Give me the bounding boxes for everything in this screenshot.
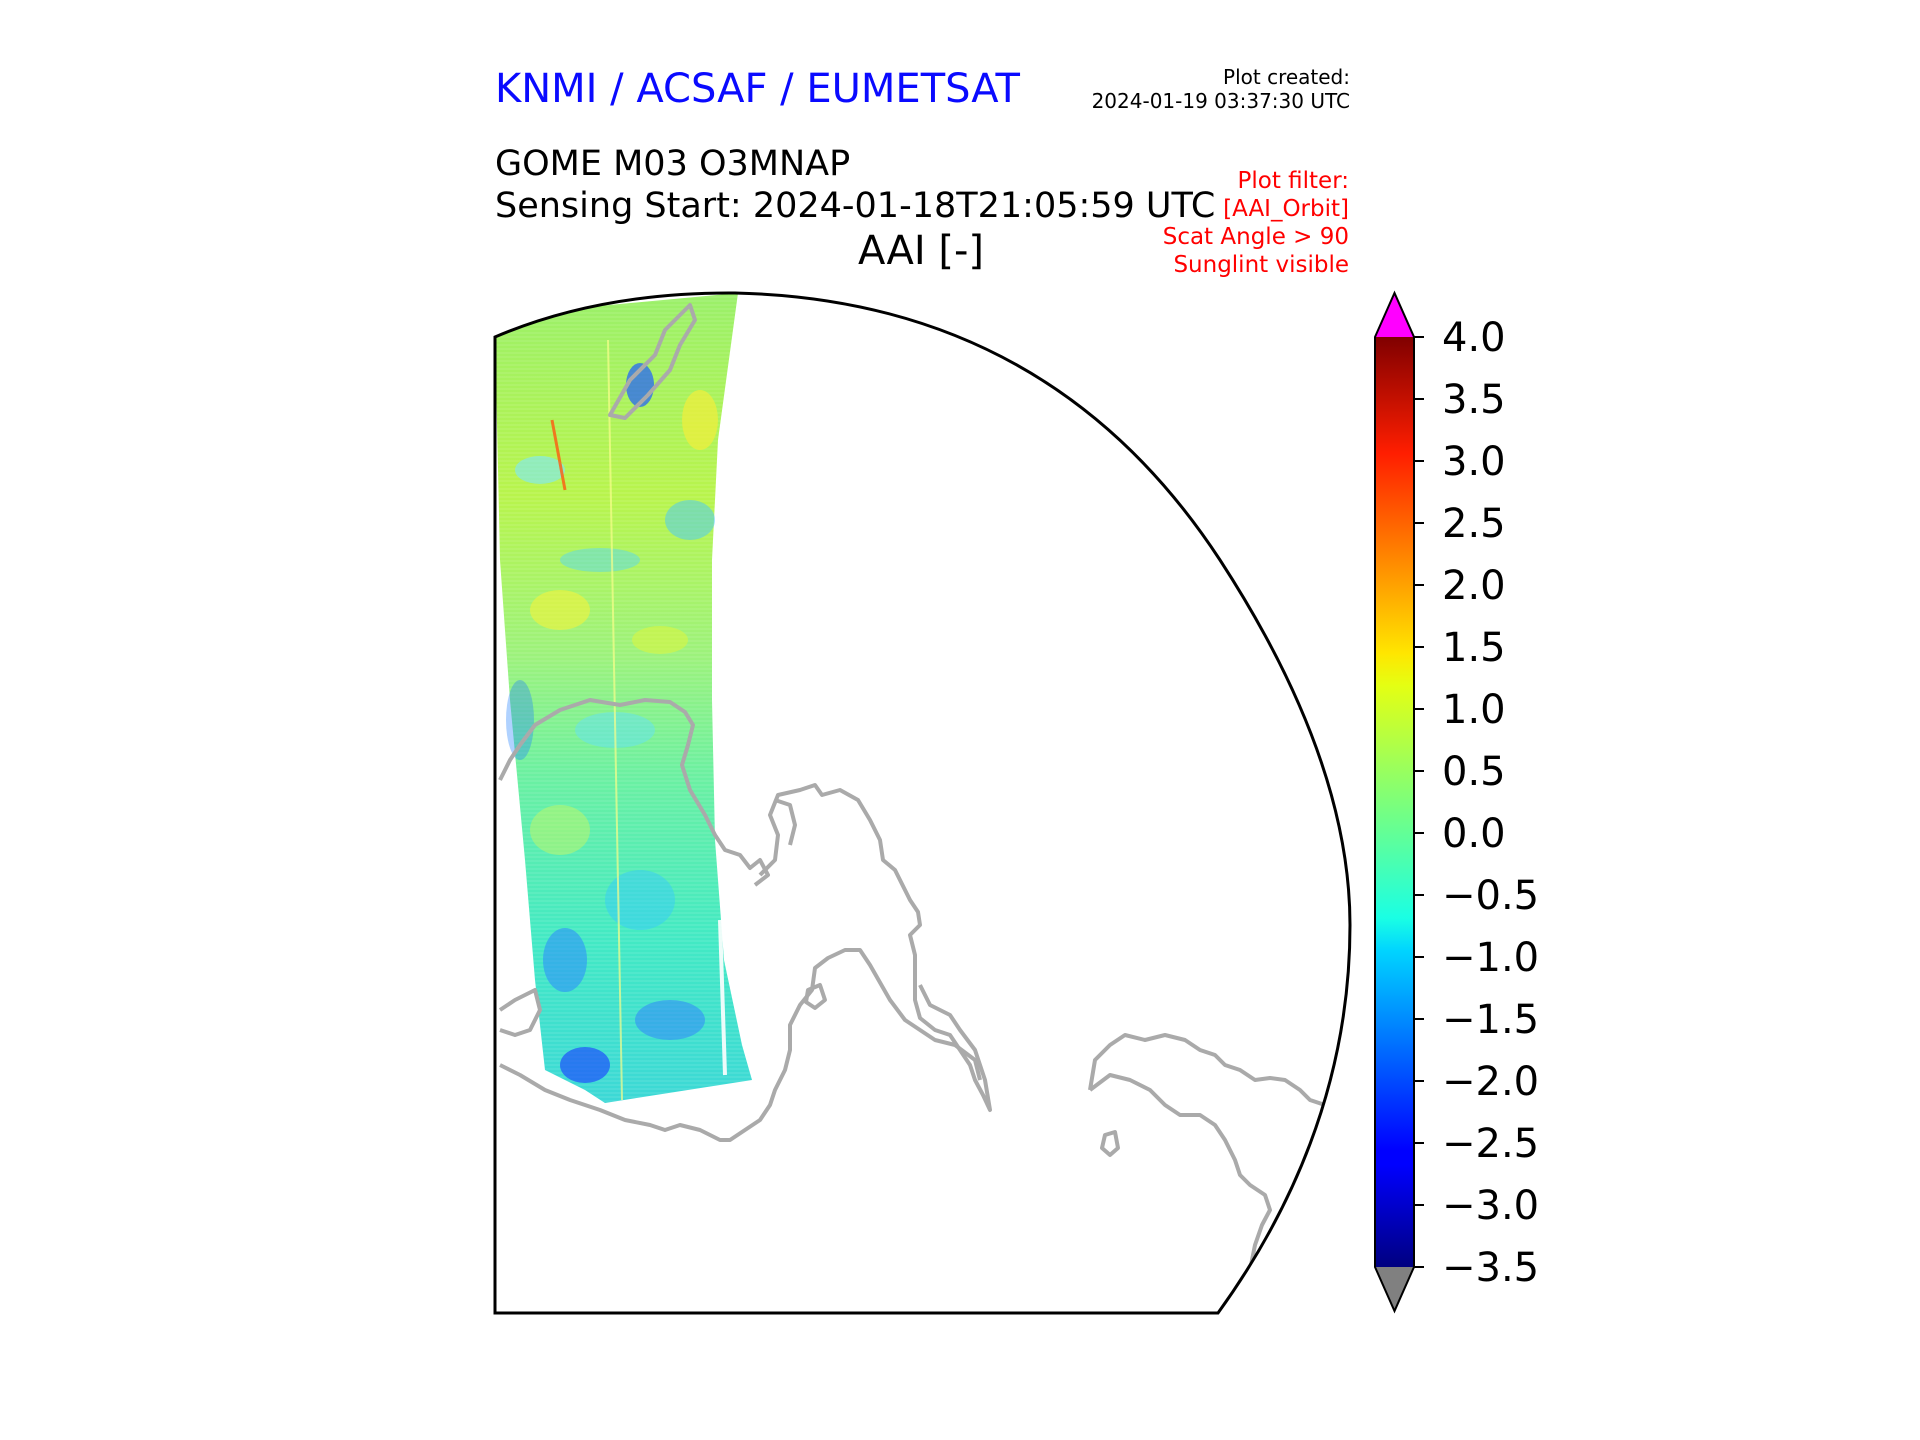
coastline-small-island — [1100, 1130, 1120, 1157]
plot-filter-line: Scat Angle > 90 — [1162, 224, 1349, 250]
plot-filter-line: [AAI_Orbit] — [1223, 196, 1349, 222]
coastline-inlet — [774, 798, 797, 846]
colorbar-tick-label: 3.0 — [1442, 439, 1506, 485]
colorbar-tick-label: 2.5 — [1442, 501, 1506, 547]
coastline-peninsula — [758, 783, 992, 1112]
colorbar-tick-label: −1.0 — [1442, 935, 1539, 981]
coastline-continent-south — [499, 948, 982, 1142]
coastlines — [498, 303, 1326, 1313]
coastline-continent-north — [498, 698, 770, 887]
coastline-island — [608, 303, 697, 420]
coastline-landmass-south — [498, 988, 542, 1037]
colorbar-tick-label: −0.5 — [1442, 873, 1539, 919]
organisation-title: KNMI / ACSAF / EUMETSAT — [495, 66, 1020, 112]
colorbar-tick-label: 1.0 — [1442, 687, 1506, 733]
plot-filter-line: Sunglint visible — [1173, 252, 1349, 278]
colorbar-over-extend — [1375, 293, 1414, 337]
colorbar-tick-label: 0.0 — [1442, 811, 1506, 857]
colorbar: 4.0 3.5 3.0 2.5 2.0 1.5 1.0 0.5 0.0 −0.5 −1.0 −1.5 −… — [1374, 290, 1539, 1314]
colorbar-tick-label: 2.0 — [1442, 563, 1506, 609]
sensing-start: Sensing Start: 2024-01-18T21:05:59 UTC — [495, 186, 1216, 226]
colorbar-tick-label: −3.5 — [1442, 1245, 1539, 1291]
colorbar-gradient — [1375, 337, 1414, 1267]
colorbar-tick-label: 0.5 — [1442, 749, 1506, 795]
coastline-isthmus-south — [1088, 1073, 1272, 1313]
colorbar-tick-label: −3.0 — [1442, 1183, 1539, 1229]
map-boundary — [493, 291, 1352, 1315]
colorbar-tick-label: 4.0 — [1442, 315, 1506, 361]
coastline-isthmus — [1088, 1033, 1326, 1107]
swath-texture — [506, 339, 727, 1101]
colorbar-tick-label: −2.0 — [1442, 1059, 1539, 1105]
variable-title: AAI [-] — [858, 228, 984, 274]
map-area — [495, 293, 1326, 1313]
plot-created-label: Plot created: — [1223, 65, 1350, 89]
product-title: GOME M03 O3MNAP — [495, 144, 851, 184]
colorbar-tick-label: −2.5 — [1442, 1121, 1539, 1167]
colorbar-under-extend — [1375, 1267, 1414, 1311]
colorbar-tick-label: 1.5 — [1442, 625, 1506, 671]
plot-created-time: 2024-01-19 03:37:30 UTC — [1091, 89, 1350, 113]
coastline-small-island — [804, 983, 827, 1010]
colorbar-tick-label: −1.5 — [1442, 997, 1539, 1043]
plot-filter-heading: Plot filter: — [1237, 168, 1349, 194]
colorbar-tick-label: 3.5 — [1442, 377, 1506, 423]
